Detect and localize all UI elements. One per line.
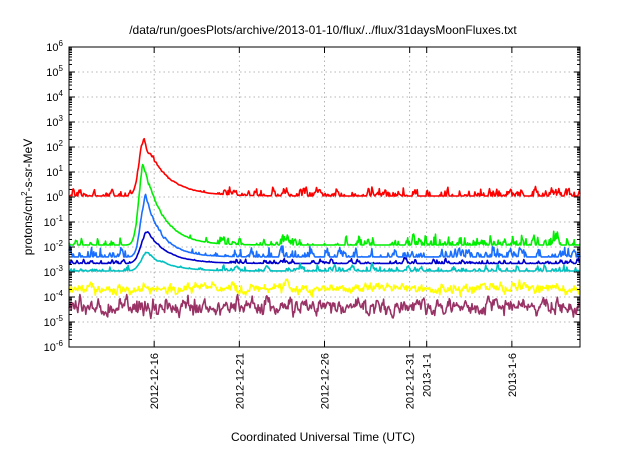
y-tick-label: 10-4 [44,289,64,304]
y-tick-label: 104 [46,89,63,104]
y-tick-label: 10-2 [44,239,64,254]
x-tick-label: 2012-12-31 [405,353,417,409]
y-tick-label: 10-1 [44,214,64,229]
chart-title: /data/run/goesPlots/archive/2013-01-10/f… [129,23,517,37]
y-tick-label: 10-3 [44,264,64,279]
ticks: 10-6 10-5 10-4 10-3 10-2 10-1 100 101 102 103 104 1… [44,39,580,409]
series-line-1 [68,137,581,197]
y-tick-label: 103 [46,114,63,129]
y-tick-label: 10-6 [44,339,64,354]
series-layer [68,137,581,320]
x-tick-label: 2013-1-6 [507,353,519,397]
y-tick-label: 101 [46,164,63,179]
y-axis-label: protons/cm2-s-sr-MeV [20,139,35,255]
series-line-5 [68,251,581,272]
y-tick-label: 105 [46,64,63,79]
y-axis-label-sup: 2 [20,191,29,196]
series-line-6 [68,278,581,298]
y-axis-label-prefix: protons/cm [21,196,35,255]
y-tick-label: 100 [46,189,63,204]
svg-text:protons/cm2-s-sr-MeV: protons/cm2-s-sr-MeV [20,139,35,255]
x-tick-label: 2012-12-16 [149,353,161,409]
y-tick-label: 106 [46,39,63,54]
y-tick-label: 102 [46,139,63,154]
series-line-2 [68,163,581,246]
y-axis-label-suffix: -s-sr-MeV [21,139,35,192]
series-line-4 [68,231,581,265]
series-line-3 [68,193,581,258]
x-tick-label: 2012-12-26 [320,353,332,409]
y-tick-label: 10-5 [44,314,64,329]
x-tick-label: 2012-12-21 [234,353,246,409]
x-tick-label: 2013-1-1 [422,353,434,397]
series-line-7 [68,293,581,320]
x-axis-label: Coordinated Universal Time (UTC) [231,430,415,444]
